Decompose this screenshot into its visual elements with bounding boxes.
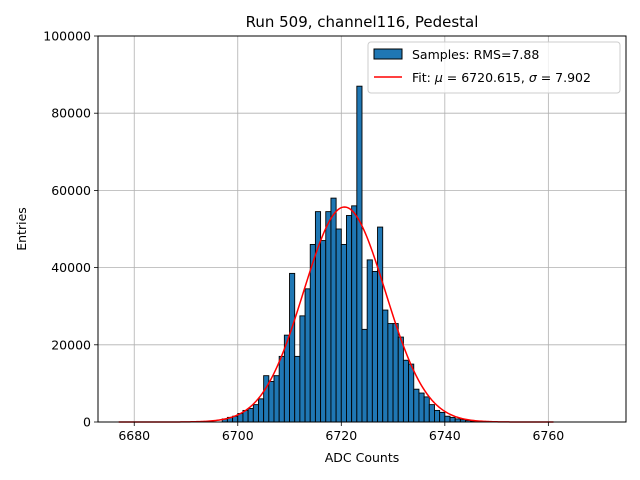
histogram-bar: [361, 328, 368, 423]
histogram-bar: [356, 85, 363, 423]
histogram-bar: [252, 404, 259, 423]
plot-frame: [97, 35, 627, 423]
x-tick-label: 6680: [118, 428, 150, 443]
histogram-bar: [371, 271, 378, 423]
legend-samples-label: Samples: RMS=7.88: [412, 47, 539, 62]
histogram-bar: [309, 243, 316, 423]
histogram-bar: [320, 240, 327, 423]
x-tick-label: 6740: [429, 428, 461, 443]
histogram-bar: [278, 355, 285, 423]
y-tick-label: 100000: [43, 29, 91, 44]
histogram-bar: [392, 323, 399, 423]
chart-title: Run 509, channel116, Pedestal: [246, 13, 479, 31]
histogram-bar: [428, 404, 435, 423]
histogram-bar: [330, 197, 337, 423]
y-tick-label: 60000: [51, 183, 91, 198]
histogram-bar: [247, 408, 254, 423]
histogram-bar: [382, 309, 389, 423]
histogram-bar: [449, 416, 456, 423]
histogram-bar: [366, 259, 373, 423]
legend-fit-mu-value: = 6720.615,: [443, 70, 529, 85]
histogram-bar: [387, 323, 394, 423]
histogram-bars: [221, 85, 482, 423]
histogram-bar: [258, 398, 265, 423]
histogram-bar: [335, 228, 342, 423]
histogram-bar: [299, 315, 306, 423]
legend: Samples: RMS=7.88 Fit: μ = 6720.615, σ =…: [367, 41, 621, 94]
y-axis-label: Entries: [14, 207, 29, 251]
x-tick-label: 6720: [325, 428, 357, 443]
y-tick-label: 0: [83, 415, 91, 430]
histogram-bar: [263, 375, 270, 423]
y-tick-label: 20000: [51, 337, 91, 352]
histogram-bar: [325, 211, 332, 423]
histogram-bar: [377, 226, 384, 423]
histogram-bar: [434, 409, 441, 423]
legend-box: [367, 41, 621, 94]
histogram-bar: [340, 243, 347, 423]
histogram-bar: [418, 392, 425, 423]
histogram-bar: [294, 355, 301, 423]
histogram-bar: [402, 359, 410, 423]
histogram-bar: [408, 363, 415, 423]
legend-fit-label: Fit: μ = 6720.615, σ = 7.902: [412, 70, 591, 85]
histogram-bar: [289, 272, 296, 423]
histogram-bar: [351, 205, 358, 423]
histogram-bar: [273, 375, 280, 423]
histogram-bar: [439, 411, 446, 423]
legend-fit-mu-symbol: μ: [434, 70, 443, 85]
y-tick-label: 80000: [51, 106, 91, 121]
histogram-bar: [268, 381, 275, 423]
histogram-bar: [444, 415, 451, 423]
legend-fit-sigma-symbol: σ: [529, 70, 538, 85]
y-tick-label: 40000: [51, 260, 91, 275]
legend-samples-swatch: [373, 48, 403, 60]
x-tick-label: 6700: [222, 428, 254, 443]
histogram-bar: [423, 396, 430, 423]
histogram-bar: [397, 336, 404, 423]
legend-fit-prefix: Fit:: [412, 70, 435, 85]
histogram-bar: [304, 288, 311, 423]
ticks-layer: 6680 6700 6720 6740 6760 0 20000 40000 60000 8000…: [43, 29, 564, 444]
legend-fit-sigma-value: = 7.902: [537, 70, 591, 85]
histogram-bar: [413, 388, 420, 423]
x-tick-label: 6760: [532, 428, 564, 443]
histogram-bar: [346, 215, 353, 423]
x-axis-label: ADC Counts: [325, 450, 400, 465]
